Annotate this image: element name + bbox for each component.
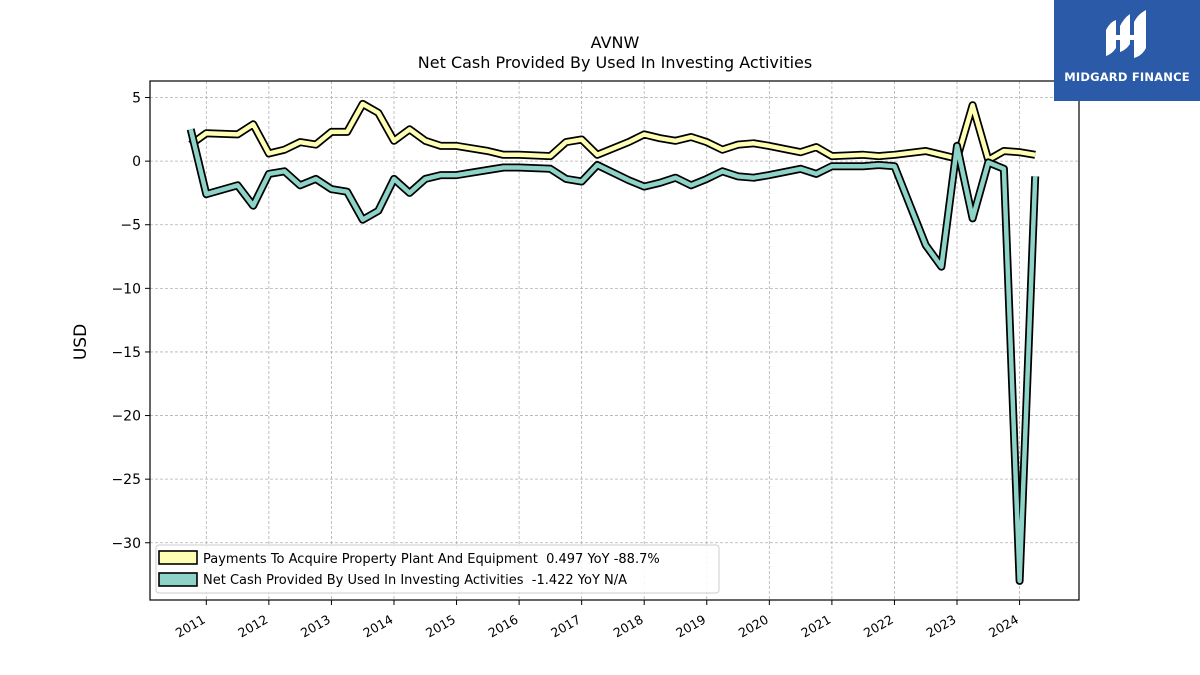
x-tick-label: 2016 [486, 612, 521, 641]
x-tick-label: 2021 [798, 612, 833, 641]
legend-label-net-cash: Net Cash Provided By Used In Investing A… [203, 573, 627, 588]
legend: Payments To Acquire Property Plant And E… [155, 544, 720, 594]
x-tick-label: 2013 [298, 612, 333, 641]
x-tick-label: 2023 [923, 612, 958, 641]
logo-text: MIDGARD FINANCE [1064, 70, 1190, 84]
grid [150, 81, 1079, 600]
series-lines [186, 99, 1040, 585]
logo-mark-icon [1106, 10, 1146, 58]
x-tick-label: 2017 [548, 612, 583, 641]
x-tick-label: 2018 [611, 612, 646, 641]
x-tick-label: 2019 [673, 612, 708, 641]
y-tick-label: −10 [111, 281, 141, 297]
y-tick-label: −30 [111, 536, 141, 552]
y-axis-label: USD [71, 324, 91, 360]
y-tick-label: 5 [132, 91, 141, 107]
x-axis-ticks: 2011 2012 2013 2014 2015 2016 2017 2018 2019 2020… [173, 600, 1021, 641]
plot-area-frame [149, 80, 1080, 601]
chart-title: AVNW [591, 33, 640, 52]
y-tick-label: 0 [132, 154, 141, 170]
y-tick-label: −5 [120, 218, 141, 234]
x-tick-label: 2022 [861, 612, 896, 641]
x-tick-label: 2015 [423, 612, 458, 641]
legend-label-payments: Payments To Acquire Property Plant And E… [203, 552, 660, 567]
x-tick-label: 2014 [360, 612, 395, 641]
y-tick-label: −15 [111, 345, 141, 361]
y-tick-label: −20 [111, 409, 141, 425]
legend-swatch-payments [158, 550, 198, 565]
legend-swatch-net-cash [158, 572, 198, 587]
x-tick-label: 2011 [173, 612, 208, 641]
x-tick-label: 2020 [736, 612, 771, 641]
legend-frame [155, 544, 720, 594]
y-tick-label: −25 [111, 472, 141, 488]
series-line-net-cash [188, 128, 1038, 584]
series-line-payments [189, 101, 1036, 163]
chart-subtitle: Net Cash Provided By Used In Investing A… [418, 53, 812, 72]
x-tick-label: 2012 [235, 612, 270, 641]
logo-badge: MIDGARD FINANCE [1054, 0, 1200, 101]
x-tick-label: 2024 [986, 612, 1021, 641]
y-axis-ticks: 5 0 −5 −10 −15 −20 −25 −30 [111, 91, 150, 552]
